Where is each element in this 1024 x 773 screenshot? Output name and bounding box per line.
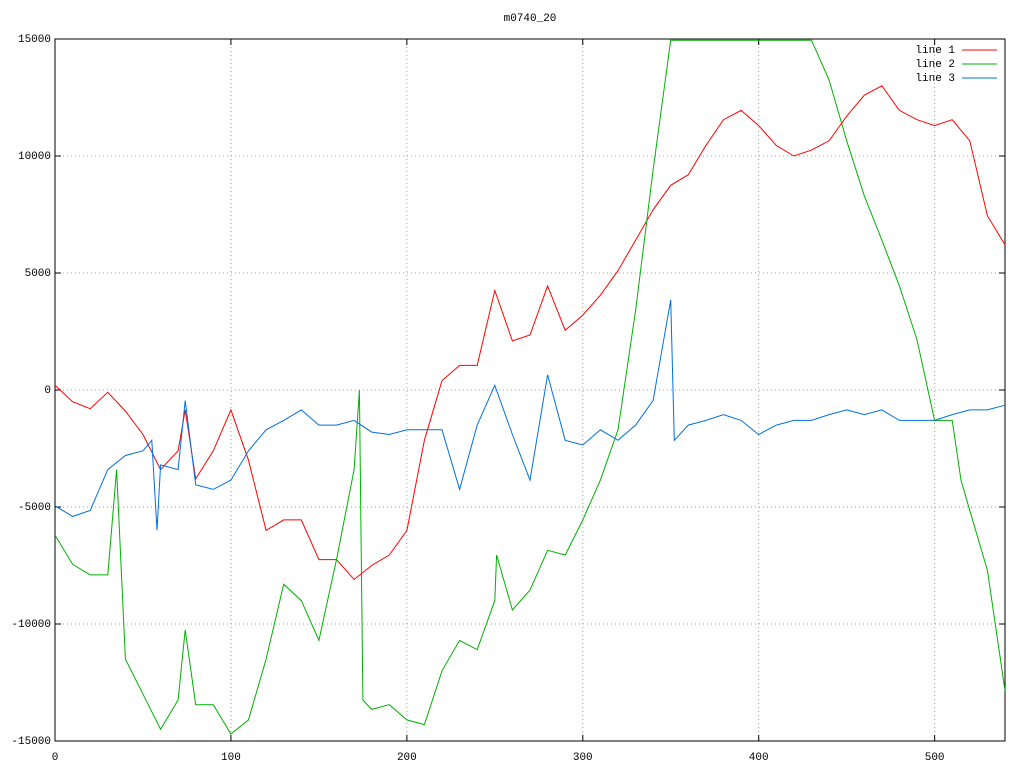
y-tick-label: 10000 (18, 151, 51, 163)
y-tick-label: -5000 (18, 502, 51, 514)
y-tick-label: 0 (44, 385, 51, 397)
y-tick-label: 15000 (18, 34, 51, 46)
y-tick-label: -15000 (11, 736, 51, 748)
plot-border (54, 38, 1006, 742)
x-tick-label: 300 (573, 752, 593, 764)
legend-label: line 1 (915, 45, 955, 57)
legend-label: line 2 (915, 59, 955, 71)
x-tick-label: 400 (749, 752, 769, 764)
data-line (54, 85, 1006, 581)
y-tick-label: 5000 (25, 268, 51, 280)
x-tick-label: 100 (221, 752, 241, 764)
x-tick-label: 200 (397, 752, 417, 764)
data-line (54, 299, 1006, 531)
legend-label: line 3 (915, 73, 955, 85)
chart-title: m0740_20 (504, 13, 557, 25)
y-tick-label: -10000 (11, 619, 51, 631)
x-tick-label: 0 (52, 752, 59, 764)
x-tick-label: 500 (925, 752, 945, 764)
data-line (54, 39, 1006, 735)
